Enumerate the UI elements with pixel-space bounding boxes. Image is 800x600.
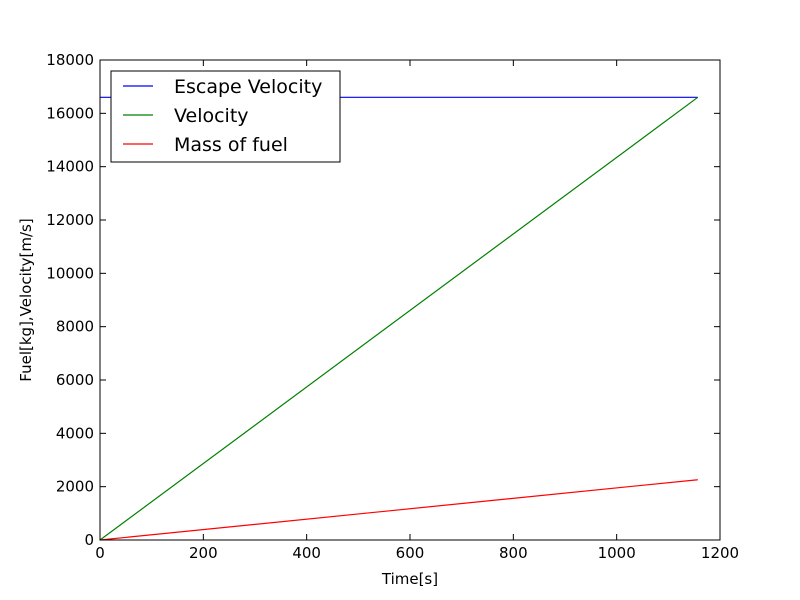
x-tick-label: 400 (292, 544, 321, 562)
x-tick-label: 0 (95, 544, 105, 562)
x-tick-label: 1000 (598, 544, 636, 562)
y-tick-label: 18000 (46, 51, 94, 69)
y-tick-label: 14000 (46, 158, 94, 176)
y-tick-label: 12000 (46, 211, 94, 229)
y-tick-label: 2000 (56, 478, 94, 496)
x-tick-label: 600 (396, 544, 425, 562)
legend-label-mass-of-fuel: Mass of fuel (174, 134, 288, 156)
series-line-velocity (99, 96, 699, 541)
y-tick-label: 0 (84, 531, 94, 549)
y-tick-label: 10000 (46, 264, 94, 282)
x-tick-label: 1200 (701, 544, 739, 562)
y-tick-label: 6000 (56, 371, 94, 389)
legend-label-escape-velocity: Escape Velocity (174, 76, 322, 98)
y-tick-label: 8000 (56, 318, 94, 336)
legend-label-velocity: Velocity (174, 105, 249, 127)
x-tick-label: 200 (189, 544, 218, 562)
y-tick-label: 16000 (46, 104, 94, 122)
x-axis-label: Time[s] (381, 570, 438, 588)
ticks-layer: 0 200 400 600 800 1000 12000200040006000800010… (46, 51, 739, 562)
legend: Escape Velocity Velocity Mass of fuel (110, 70, 341, 163)
x-tick-label: 800 (499, 544, 528, 562)
y-axis-label: Fuel[kg],Velocity[m/s] (17, 218, 35, 381)
series-line-mass-of-fuel (99, 479, 698, 541)
y-tick-label: 4000 (56, 424, 94, 442)
